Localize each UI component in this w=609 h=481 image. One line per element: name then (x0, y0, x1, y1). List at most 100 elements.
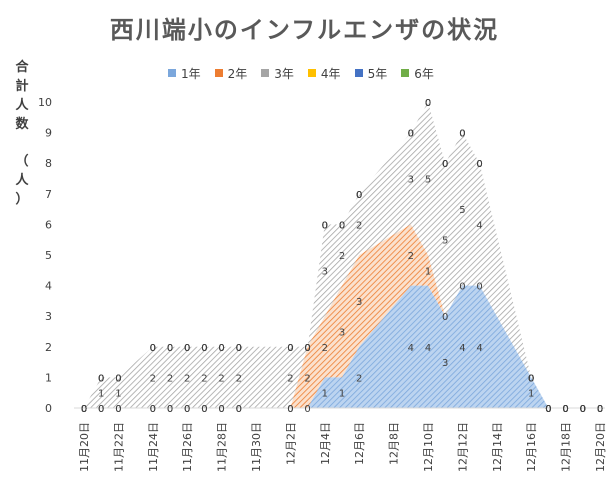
legend-label: 1年 (181, 66, 201, 81)
data-label: 0 (81, 404, 87, 415)
data-label: 0 (150, 343, 156, 354)
data-label: 4 (425, 343, 431, 354)
data-label: 0 (597, 404, 603, 415)
data-label: 1 (339, 389, 345, 400)
data-label: 0 (287, 404, 293, 415)
legend-item: 4年 (307, 64, 341, 82)
data-label: 0 (562, 404, 568, 415)
data-label: 0 (98, 404, 104, 415)
data-label: 0 (167, 343, 173, 354)
legend-swatch (354, 69, 363, 77)
data-label: 2 (201, 373, 207, 384)
data-label: 0 (184, 343, 190, 354)
data-label: 0 (81, 404, 87, 415)
data-label: 0 (476, 159, 482, 170)
data-label: 0 (304, 343, 310, 354)
legend-swatch (214, 69, 223, 77)
data-label: 0 (115, 373, 121, 384)
data-label: 2 (356, 220, 362, 231)
data-label: 0 (408, 129, 414, 140)
legend-item: 1年 (168, 64, 201, 82)
data-label: 0 (150, 343, 156, 354)
legend-label: 5年 (367, 66, 388, 81)
x-tick-label: 11月30日 (250, 422, 263, 472)
data-label: 5 (425, 175, 431, 186)
area-series-1年 (84, 285, 600, 408)
data-label: 0 (322, 220, 328, 231)
legend-swatch (307, 69, 316, 77)
data-label: 3 (442, 358, 448, 369)
data-label: 0 (562, 404, 568, 415)
data-label: 0 (98, 404, 104, 415)
data-label: 0 (236, 343, 242, 354)
x-tick-label: 11月24日 (147, 422, 160, 472)
data-label: 0 (304, 343, 310, 354)
x-tick-label: 11月20日 (78, 422, 91, 472)
data-label: 0 (167, 343, 173, 354)
y-axis-label-char: ） (15, 192, 29, 207)
x-tick-label: 11月22日 (112, 422, 125, 472)
data-label: 0 (201, 343, 207, 354)
data-label: 0 (580, 404, 586, 415)
data-label: 0 (98, 373, 104, 384)
data-label: 0 (287, 343, 293, 354)
data-label: 0 (322, 220, 328, 231)
data-label: 0 (476, 159, 482, 170)
data-label: 0 (201, 343, 207, 354)
legend-item: 3年 (261, 64, 294, 82)
x-tick-label: 12月6日 (353, 422, 366, 465)
legend-label: 4年 (320, 66, 341, 81)
data-label: 0 (339, 220, 345, 231)
x-tick-label: 12月10日 (422, 422, 435, 472)
data-label: 0 (236, 343, 242, 354)
data-label: 0 (597, 404, 603, 415)
data-label: 0 (201, 404, 207, 415)
data-label: 0 (115, 404, 121, 415)
data-label: 0 (184, 404, 190, 415)
legend-label: 3年 (274, 66, 294, 81)
area-series-2年 (84, 224, 600, 408)
chart-title: 西川端小のインフルエンザの状況 (109, 16, 500, 44)
legend-item: 6年 (401, 64, 434, 82)
legend-swatch (168, 69, 176, 77)
data-label: 0 (115, 373, 121, 384)
y-axis-label: 合計人数（人） (13, 58, 31, 209)
data-label: 0 (81, 404, 87, 415)
data-label: 2 (356, 373, 362, 384)
data-label: 0 (459, 129, 465, 140)
data-label: 0 (545, 404, 551, 415)
data-label: 2 (150, 373, 156, 384)
data-label: 0 (597, 404, 603, 415)
data-label: 3 (408, 175, 414, 186)
data-label: 0 (167, 404, 173, 415)
legend-swatch (261, 69, 270, 77)
x-tick-label: 12月16日 (525, 422, 538, 472)
data-label: 0 (545, 404, 551, 415)
data-label: 0 (304, 343, 310, 354)
data-label: 0 (597, 404, 603, 415)
data-label: 0 (167, 404, 173, 415)
data-label: 0 (184, 343, 190, 354)
data-label: 0 (442, 159, 448, 170)
data-label: 0 (218, 343, 224, 354)
y-tick-label: 4 (45, 280, 52, 293)
data-label: 0 (356, 190, 362, 201)
y-tick-label: 6 (45, 218, 52, 231)
data-label: 0 (562, 404, 568, 415)
data-label: 0 (287, 343, 293, 354)
legend-item: 5年 (354, 64, 388, 82)
data-label: 0 (580, 404, 586, 415)
data-labels-group: 0 0 0 0 0 0 0 0 0 0 01 124 434 410 0 0 00 0 0 0 0 0 0 0 0 0223321… (81, 98, 603, 415)
x-tick-label: 12月2日 (284, 422, 297, 465)
y-tick-label: 0 (45, 402, 52, 415)
data-label: 0 (459, 129, 465, 140)
data-label: 0 (545, 404, 551, 415)
data-label: 0 (545, 404, 551, 415)
data-label: 0 (408, 129, 414, 140)
legend: 1年 2年 3年 4年 5年 6年 (168, 64, 434, 82)
data-label: 2 (184, 373, 190, 384)
data-label: 0 (459, 129, 465, 140)
data-label: 0 (287, 404, 293, 415)
data-label: 4 (408, 343, 414, 354)
